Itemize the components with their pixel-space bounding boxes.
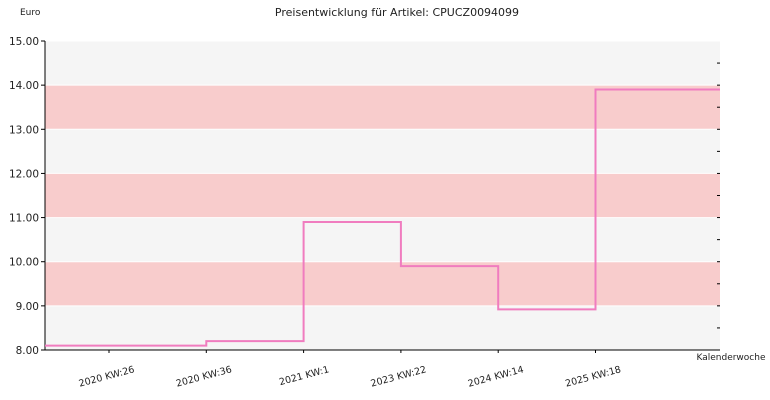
y-tick-label: 11.00 [9,213,39,225]
y-tick-label: 10.00 [9,257,39,269]
x-tick-labels: 2020 KW:26 2020 KW:36 2021 KW:1 2023 KW:22 2… [78,350,622,390]
band-light [45,129,720,174]
x-axis-label: Kalenderwoche [696,353,765,363]
y-tick-label: 8.00 [16,345,39,357]
x-tick-label: 2025 KW:18 [564,364,622,389]
y-tick-label: 15.00 [9,36,39,48]
band-dark [45,173,720,218]
background-bands [45,41,720,350]
x-tick-label: 2024 KW:14 [467,364,525,389]
y-tick-label: 9.00 [16,301,39,313]
band-light [45,217,720,262]
x-tick-label: 2021 KW:1 [278,364,330,388]
x-tick-label: 2020 KW:36 [175,364,233,389]
y-tick-labels: 8.00 9.00 10.00 11.00 12.00 13.00 14.00 15.00 [9,36,45,357]
axes [44,41,720,351]
price-step-line [45,88,720,347]
band-light [45,41,720,86]
y-tick-label: 12.00 [9,168,39,180]
price-series [44,88,721,347]
y-axis-label: Euro [20,8,41,18]
x-tick-label: 2023 KW:22 [370,364,428,389]
y-tick-label: 14.00 [9,80,39,92]
grid-lines [45,40,720,351]
x-tick-label: 2020 KW:26 [78,364,136,389]
y-tick-label: 13.00 [9,124,39,136]
band-light [45,305,720,350]
band-dark [45,85,720,130]
right-minor-ticks [717,62,720,329]
chart-title: Preisentwicklung für Artikel: CPUCZ00940… [275,6,519,19]
band-dark [45,261,720,306]
